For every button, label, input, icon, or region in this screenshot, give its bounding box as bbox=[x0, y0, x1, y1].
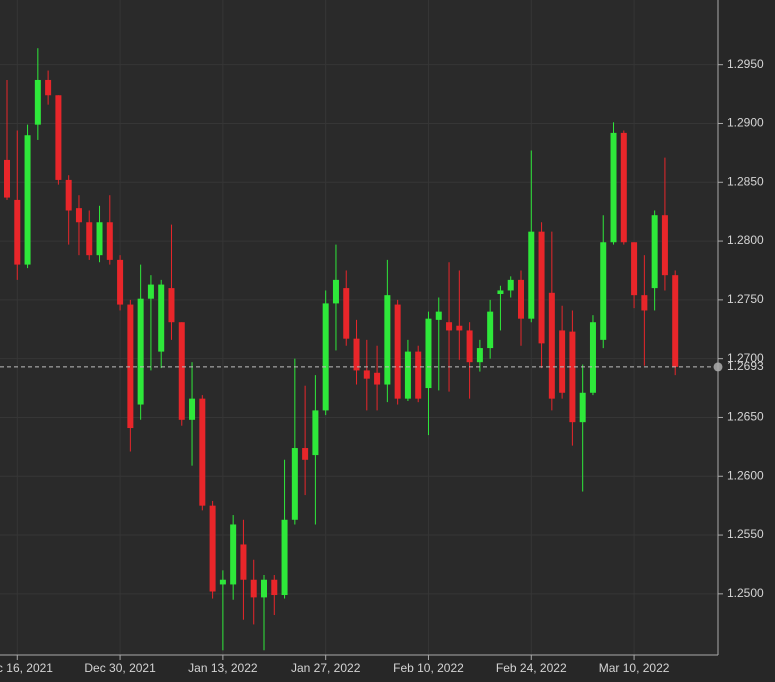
candle-body bbox=[363, 370, 370, 379]
candle-body bbox=[117, 259, 124, 305]
candle-body bbox=[55, 95, 62, 180]
candle-body bbox=[4, 159, 10, 198]
candle-body bbox=[189, 398, 196, 420]
candle-body bbox=[456, 325, 463, 331]
x-tick-label: Jan 13, 2022 bbox=[188, 661, 258, 675]
candle-body bbox=[394, 304, 401, 399]
candle-body bbox=[641, 295, 648, 311]
candle-body bbox=[65, 179, 72, 211]
x-tick-label: Feb 24, 2022 bbox=[496, 661, 567, 675]
candle-body bbox=[404, 351, 411, 399]
candle-body bbox=[86, 222, 93, 256]
candle-body bbox=[240, 544, 247, 580]
candle-body bbox=[34, 79, 41, 125]
y-tick-label: 1.2500 bbox=[727, 586, 764, 600]
candle-body bbox=[518, 279, 524, 319]
candle-body bbox=[548, 292, 555, 399]
candle-body bbox=[538, 231, 545, 344]
candle-body bbox=[620, 132, 627, 243]
candle-body bbox=[199, 398, 206, 506]
last-price-label: 1.2693 bbox=[727, 359, 764, 373]
y-tick-label: 1.2750 bbox=[727, 292, 764, 306]
candle-body bbox=[127, 304, 134, 429]
candle-body bbox=[466, 330, 473, 363]
x-tick-label: Jan 27, 2022 bbox=[291, 661, 361, 675]
y-tick-label: 1.2950 bbox=[727, 57, 764, 71]
candle-body bbox=[250, 579, 257, 598]
candle-body bbox=[302, 448, 309, 460]
candle-body bbox=[528, 231, 535, 319]
candle-body bbox=[569, 331, 576, 423]
candle-body bbox=[271, 579, 278, 596]
candle-body bbox=[384, 295, 391, 385]
x-tick-label: Feb 10, 2022 bbox=[393, 661, 464, 675]
y-tick-label: 1.2550 bbox=[727, 527, 764, 541]
candle-body bbox=[343, 288, 350, 339]
candle-body bbox=[374, 372, 381, 385]
plot-background bbox=[0, 0, 718, 655]
candle-body bbox=[230, 524, 237, 585]
candle-body bbox=[219, 579, 226, 585]
candle-body bbox=[507, 279, 514, 291]
candle-body bbox=[353, 338, 360, 371]
candle-body bbox=[589, 322, 596, 393]
candle-body bbox=[96, 222, 103, 256]
y-tick-label: 1.2700 bbox=[727, 351, 764, 365]
candle-body bbox=[651, 215, 658, 289]
y-tick-label: 1.2650 bbox=[727, 410, 764, 424]
candle-body bbox=[672, 275, 679, 367]
x-tick-label: Dec 30, 2021 bbox=[84, 661, 156, 675]
candle-body bbox=[425, 318, 432, 389]
candle-body bbox=[14, 199, 21, 265]
candle-body bbox=[106, 222, 113, 260]
candle-body bbox=[24, 135, 31, 265]
candle-body bbox=[75, 208, 82, 223]
candle-body bbox=[497, 290, 504, 294]
candle-body bbox=[168, 288, 175, 323]
candle-body bbox=[559, 330, 566, 393]
candle-body bbox=[45, 79, 52, 96]
y-tick-label: 1.2800 bbox=[727, 233, 764, 247]
candle-body bbox=[261, 579, 267, 598]
candle-body bbox=[579, 392, 586, 423]
candle-body bbox=[312, 410, 319, 456]
candle-body bbox=[661, 215, 668, 276]
candle-body bbox=[415, 351, 422, 399]
candle-body bbox=[610, 132, 617, 243]
candle-body bbox=[281, 519, 288, 596]
candle-body bbox=[600, 242, 607, 340]
candle-body bbox=[487, 311, 494, 349]
y-tick-label: 1.2900 bbox=[727, 116, 764, 130]
candle-body bbox=[446, 322, 453, 331]
candle-body bbox=[137, 298, 144, 405]
candle-body bbox=[209, 505, 216, 592]
candle-body bbox=[332, 279, 339, 304]
candle-body bbox=[322, 303, 329, 411]
candle-body bbox=[178, 322, 185, 420]
candle-body bbox=[147, 284, 154, 299]
candle-body bbox=[435, 311, 442, 320]
candle-body bbox=[158, 284, 165, 352]
y-tick-label: 1.2850 bbox=[727, 174, 764, 188]
x-tick-label: Dec 16, 2021 bbox=[0, 661, 53, 675]
x-tick-label: Mar 10, 2022 bbox=[599, 661, 670, 675]
candle-body bbox=[631, 242, 638, 296]
candle-body bbox=[291, 448, 298, 520]
candle-body bbox=[476, 348, 483, 363]
y-tick-label: 1.2600 bbox=[727, 468, 764, 482]
